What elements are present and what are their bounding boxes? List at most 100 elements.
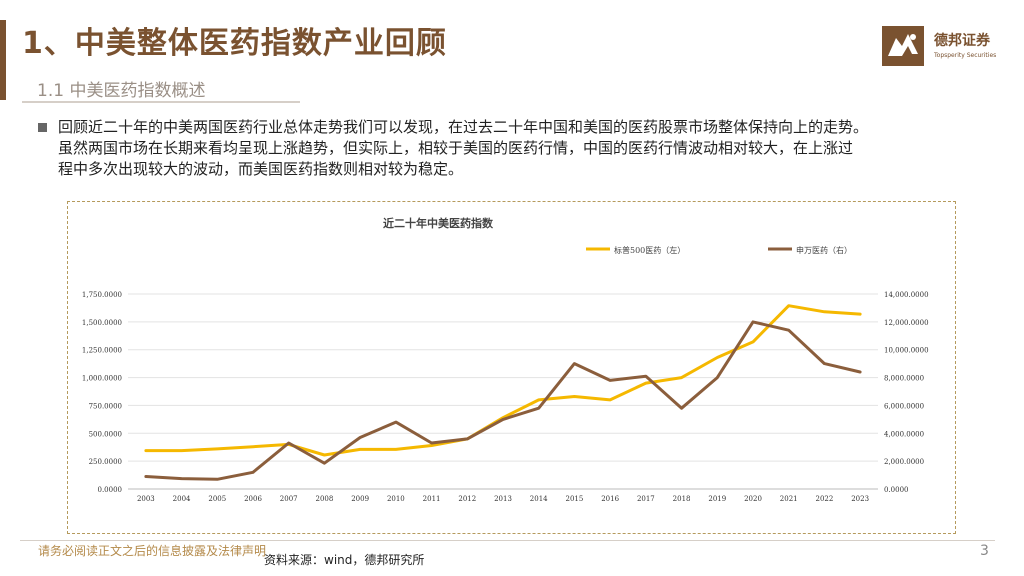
series-1-point: [323, 454, 326, 456]
series-2-point: [716, 376, 719, 379]
series-2-point: [287, 442, 290, 444]
x-tick-label: 2017: [637, 495, 655, 503]
series-1-point: [430, 444, 433, 447]
series-2-point: [216, 478, 219, 481]
title-accent-bar: [0, 20, 6, 100]
chart-frame: 近二十年中美医药指数标普500医药（左） 申万医药（右） 0.0000 250.000…: [67, 201, 956, 534]
series-2-point: [359, 436, 361, 439]
left-tick-label: 1,500.0000: [82, 319, 122, 327]
right-tick-label: 14,000.0000: [884, 291, 929, 299]
series-1-point: [180, 449, 183, 452]
x-tick-label: 2003: [137, 495, 155, 503]
series-1-point: [716, 356, 719, 359]
x-tick-label: 2023: [851, 495, 869, 503]
x-tick-label: 2021: [780, 495, 798, 503]
x-tick-label: 2015: [566, 495, 584, 503]
legend-label-1: 标普500医药（左）: [614, 245, 685, 255]
right-tick-label: 10,000.0000: [884, 347, 929, 355]
series-2-point: [645, 375, 647, 377]
series-1-point: [252, 445, 254, 448]
left-tick-label: 750.0000: [89, 402, 122, 410]
series-2-point: [859, 371, 861, 373]
series-1-point: [395, 448, 397, 451]
series-2-point: [466, 438, 469, 440]
right-tick-label: 2,000.0000: [884, 458, 924, 466]
summary-paragraph: 回顾近二十年的中美两国医药行业总体走势我们可以发现，在过去二十年中国和美国的医药…: [38, 117, 998, 180]
series-line-1: [144, 304, 862, 457]
x-tick-label: 2018: [673, 495, 691, 503]
x-tick-label: 2009: [351, 495, 369, 503]
series-1-point: [537, 399, 540, 401]
series-2-point: [609, 379, 611, 382]
series-2-point: [680, 407, 683, 410]
right-tick-label: 12,000.0000: [884, 319, 929, 327]
bullet-square-icon: [38, 123, 47, 132]
x-tick-label: 2007: [280, 495, 298, 503]
series-1-point: [859, 313, 861, 315]
series-2-point: [573, 362, 576, 365]
series-2-point: [395, 421, 397, 423]
x-tick-label: 2016: [601, 495, 619, 503]
x-tick-label: 2008: [316, 495, 334, 503]
disclaimer-link[interactable]: 请务必阅读正文之后的信息披露及法律声明: [38, 544, 267, 558]
page-title: 1、中美整体医药指数产业回顾: [22, 26, 447, 61]
series-2-point: [180, 477, 183, 480]
legend-label-2: 申万医药（右）: [796, 245, 852, 255]
chart-title: 近二十年中美医药指数: [383, 216, 494, 230]
x-tick-label: 2004: [173, 495, 191, 503]
left-tick-label: 1,750.0000: [82, 291, 122, 299]
series-1-point: [645, 382, 647, 384]
series-2-point: [252, 471, 254, 474]
series-1-point: [359, 448, 361, 451]
summary-line-3: 程中多次出现较大的波动，而美国医药指数则相对较为稳定。: [58, 160, 464, 178]
x-tick-label: 2010: [387, 495, 405, 503]
series-1-point: [145, 449, 147, 452]
right-tick-label: 4,000.0000: [884, 430, 924, 438]
x-tick-label: 2019: [708, 495, 726, 503]
series-2-point: [502, 418, 504, 421]
series-1-point: [609, 399, 611, 401]
series-2-point: [430, 442, 433, 444]
series-1-point: [573, 395, 576, 398]
left-tick-label: 250.0000: [89, 458, 122, 466]
series-1-point: [823, 311, 826, 313]
left-tick-label: 0.0000: [98, 486, 123, 494]
subtitle-divider: [22, 101, 300, 103]
right-tick-label: 6,000.0000: [884, 402, 924, 410]
x-tick-label: 2006: [244, 495, 262, 503]
series-2-point: [323, 462, 326, 465]
logo-emblem-icon: [882, 26, 924, 66]
series-1-point: [787, 304, 790, 307]
x-tick-label: 2020: [744, 495, 762, 503]
series-1-point: [680, 376, 683, 379]
x-tick-label: 2014: [530, 495, 548, 503]
left-tick-label: 500.0000: [89, 430, 122, 438]
series-2-point: [752, 321, 754, 323]
company-logo: 德邦证券 Topsperity Securities: [882, 24, 1010, 68]
logo-name-cn: 德邦证券: [934, 33, 990, 49]
series-2-point: [823, 362, 826, 365]
series-1-point: [752, 341, 754, 343]
logo-name-en: Topsperity Securities: [934, 52, 997, 59]
right-tick-label: 8,000.0000: [884, 375, 924, 383]
left-tick-label: 1,250.0000: [82, 347, 122, 355]
left-tick-label: 1,000.0000: [82, 375, 122, 383]
section-subtitle: 1.1 中美医药指数概述: [37, 81, 206, 101]
series-2-point: [787, 329, 790, 332]
series-line-2: [144, 320, 862, 481]
x-tick-label: 2011: [423, 495, 441, 503]
series-2-point: [145, 475, 147, 478]
data-source: 资料来源：wind，德邦研究所: [264, 553, 425, 567]
right-tick-label: 0.0000: [884, 486, 909, 494]
x-tick-label: 2005: [208, 495, 226, 503]
x-tick-label: 2012: [458, 495, 476, 503]
summary-line-1: 回顾近二十年的中美两国医药行业总体走势我们可以发现，在过去二十年中国和美国的医药…: [58, 118, 869, 136]
x-tick-label: 2022: [816, 495, 834, 503]
page-number: 3: [980, 543, 989, 559]
series-1-point: [216, 448, 219, 450]
series-2-point: [537, 407, 540, 410]
x-tick-label: 2013: [494, 495, 512, 503]
summary-line-2: 虽然两国市场在长期来看均呈现上涨趋势，但实际上，相较于美国的医药行情，中国的医药…: [58, 139, 854, 157]
footer-divider: [20, 540, 995, 541]
